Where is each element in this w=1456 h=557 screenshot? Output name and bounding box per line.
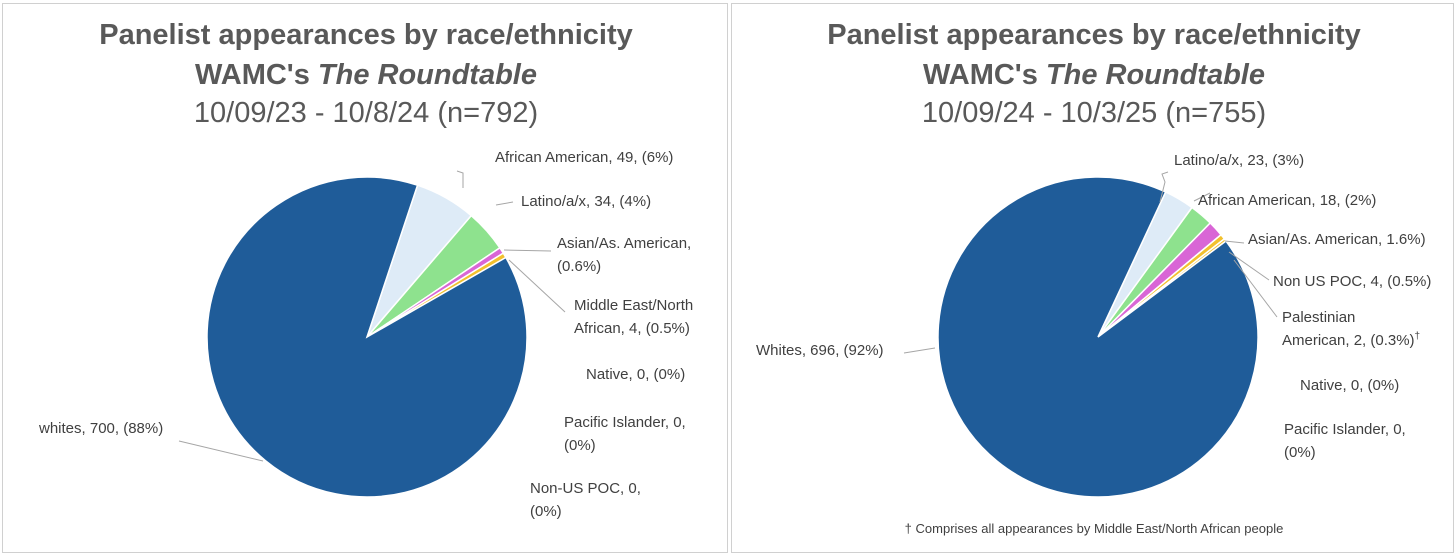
leader-line-whites xyxy=(903,347,936,354)
chart-panel-right: Panelist appearances by race/ethnicity W… xyxy=(731,3,1454,553)
slice-label-asian-as-american: Asian/As. American, (0.6%) xyxy=(557,235,691,275)
leader-line-african-american xyxy=(456,170,464,188)
leader-lines xyxy=(178,170,566,462)
chart-subtitle: 10/09/23 - 10/8/24 (n=792) xyxy=(194,97,538,129)
leader-line-latino-a-x xyxy=(495,201,514,206)
pie-slice-whites xyxy=(937,176,1259,498)
slice-label-native: Native, 0, (0%) xyxy=(586,366,685,383)
pie-slices xyxy=(206,176,528,498)
pie-slice-whites xyxy=(206,176,528,498)
pie-chart-right: Panelist appearances by race/ethnicity W… xyxy=(756,19,1431,536)
slice-label-pacific-islander: Pacific Islander, 0, (0%) xyxy=(564,414,686,454)
chart-title-line2: WAMC's The Roundtable xyxy=(195,59,537,91)
slice-label-non-us-poc: Non-US POC, 0, (0%) xyxy=(530,480,641,520)
pie-slices xyxy=(937,176,1259,498)
footnote: † Comprises all appearances by Middle Ea… xyxy=(905,521,1284,536)
slice-labels: African American, 49, (6%) Latino/a/x, 34… xyxy=(38,149,693,520)
slice-label-palestinian-american: Palestinian American, 2, (0.3%)† xyxy=(1282,309,1420,349)
leader-line-non-us-poc xyxy=(1228,251,1270,281)
leader-line-latino-a-x xyxy=(1159,171,1169,203)
leader-line-middle-east-north-african xyxy=(508,259,566,313)
slice-label-african-american: African American, 49, (6%) xyxy=(495,149,673,166)
chart-title-line2: WAMC's The Roundtable xyxy=(923,59,1265,91)
slice-label-african-american: African American, 18, (2%) xyxy=(1198,192,1376,209)
slice-labels: Latino/a/x, 23, (3%) African American, 18… xyxy=(756,152,1431,461)
slice-label-latino-a-x: Latino/a/x, 34, (4%) xyxy=(521,193,651,210)
leader-line-asian-as-american xyxy=(1224,240,1245,244)
chart-panel-left: Panelist appearances by race/ethnicity W… xyxy=(2,3,728,553)
leader-line-african-american xyxy=(1193,192,1211,202)
leader-line-whites xyxy=(178,440,264,462)
leader-line-palestinian-american xyxy=(1233,259,1278,318)
slice-label-whites: whites, 700, (88%) xyxy=(38,420,163,437)
slice-label-whites: Whites, 696, (92%) xyxy=(756,342,884,359)
chart-title: Panelist appearances by race/ethnicity xyxy=(99,19,633,51)
leader-line-asian-as-american xyxy=(503,249,552,252)
pie-chart-left: Panelist appearances by race/ethnicity W… xyxy=(38,19,693,520)
slice-label-latino-a-x: Latino/a/x, 23, (3%) xyxy=(1174,152,1304,169)
chart-title: Panelist appearances by race/ethnicity xyxy=(827,19,1361,51)
slice-label-pacific-islander: Pacific Islander, 0, (0%) xyxy=(1284,421,1406,461)
leader-lines xyxy=(903,171,1278,354)
slice-label-asian-as-american: Asian/As. American, 1.6%) xyxy=(1248,231,1426,248)
slice-label-middle-east-north-african: Middle East/North African, 4, (0.5%) xyxy=(574,297,693,337)
slice-label-native: Native, 0, (0%) xyxy=(1300,377,1399,394)
slice-label-non-us-poc: Non US POC, 4, (0.5%) xyxy=(1273,273,1431,290)
chart-subtitle: 10/09/24 - 10/3/25 (n=755) xyxy=(922,97,1266,129)
